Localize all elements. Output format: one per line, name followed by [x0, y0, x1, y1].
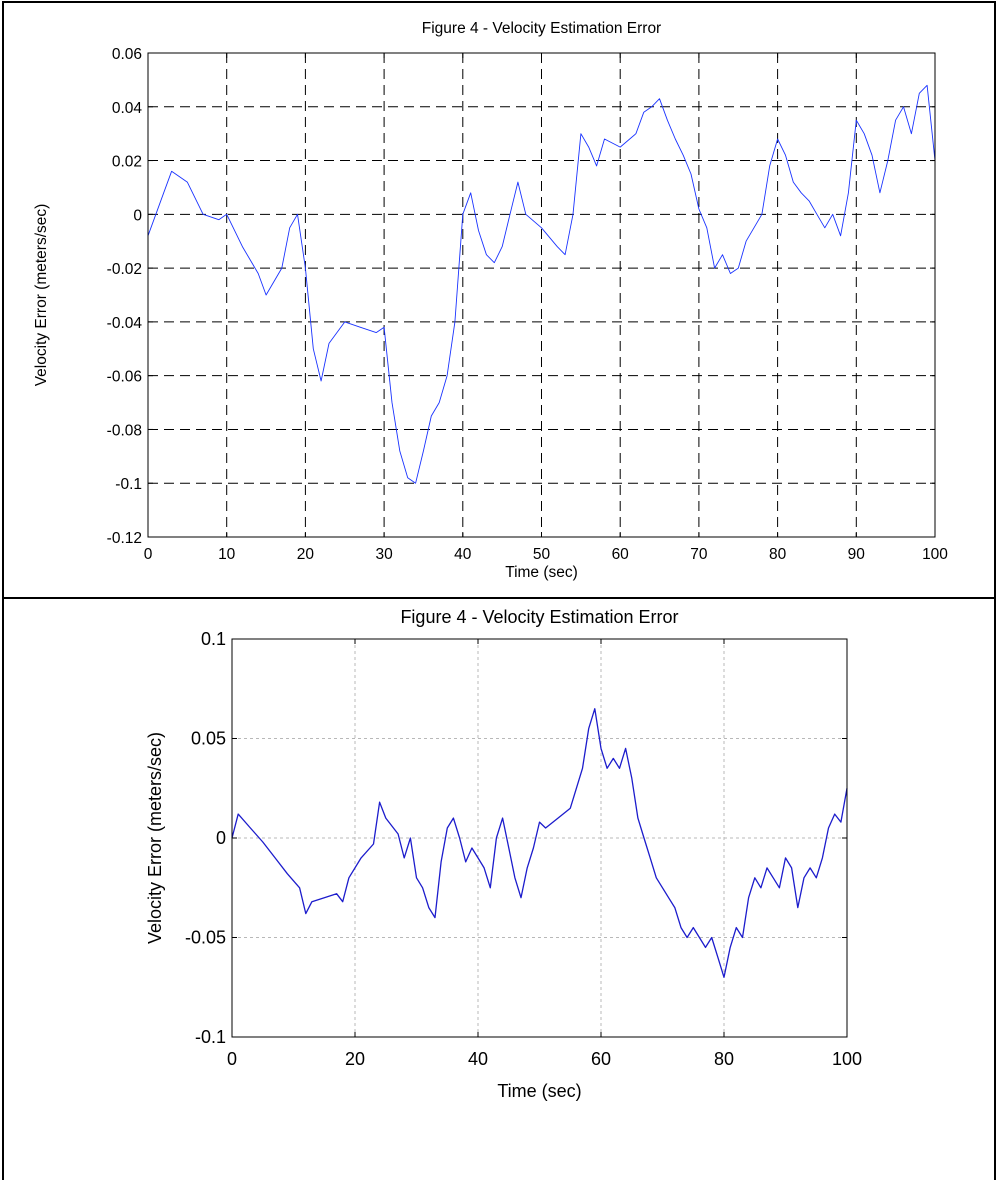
x-tick-label: 60	[612, 546, 630, 563]
x-axis-label: Time (sec)	[497, 1081, 581, 1101]
x-tick-label: 80	[769, 546, 787, 563]
velocity-error-chart-bottom: 0 20 40 60 80 100 0.1 0.05 0 -0.05 -0.1 Figure 4 - …	[145, 607, 862, 1101]
y-tick-label: 0.05	[191, 729, 226, 749]
y-tick-label: -0.1	[115, 476, 142, 493]
y-tick-label: 0.04	[112, 100, 143, 117]
x-tick-label: 40	[454, 546, 472, 563]
y-tick-label: -0.08	[107, 422, 142, 439]
x-tick-label: 60	[591, 1049, 611, 1069]
y-tick-label: -0.05	[185, 928, 226, 948]
y-tick-label: 0.06	[112, 46, 142, 63]
y-tick-label: 0.1	[201, 629, 226, 649]
y-axis-label: Velocity Error (meters/sec)	[145, 732, 165, 944]
velocity-error-series-line	[231, 708, 848, 978]
x-tick-label: 0	[144, 546, 153, 563]
y-tick-label: -0.02	[107, 261, 142, 278]
y-tick-label: 0.02	[112, 154, 142, 171]
x-tick-label: 90	[848, 546, 866, 563]
x-tick-label: 30	[375, 546, 393, 563]
y-tick-label: -0.1	[195, 1027, 226, 1047]
x-tick-label: 20	[297, 546, 315, 563]
chart-title: Figure 4 - Velocity Estimation Error	[400, 607, 678, 627]
x-axis-label: Time (sec)	[505, 564, 578, 581]
x-tick-label: 0	[227, 1049, 237, 1069]
figure-panel-top: 0 10 20 30 40 50 60 70 80 90 100 0.06 0.04 0.02 0 -0.02…	[2, 1, 996, 599]
x-tick-label: 50	[533, 546, 551, 563]
x-tick-label: 20	[345, 1049, 365, 1069]
x-tick-label: 70	[690, 546, 708, 563]
x-tick-label: 40	[468, 1049, 488, 1069]
velocity-error-chart-top: 0 10 20 30 40 50 60 70 80 90 100 0.06 0.04 0.02 0 -0.02…	[33, 20, 948, 581]
y-tick-label: 0	[216, 828, 226, 848]
x-tick-label: 100	[922, 546, 948, 563]
velocity-error-series-line	[147, 84, 936, 484]
x-tick-label: 80	[714, 1049, 734, 1069]
y-axis-label: Velocity Error (meters/sec)	[33, 204, 50, 387]
y-tick-label: -0.06	[107, 369, 142, 386]
figure-panel-bottom: 0 20 40 60 80 100 0.1 0.05 0 -0.05 -0.1 Figure 4 - …	[2, 597, 996, 1180]
y-tick-label: -0.04	[107, 315, 143, 332]
x-tick-label: 100	[832, 1049, 862, 1069]
x-tick-label: 10	[218, 546, 236, 563]
chart-title: Figure 4 - Velocity Estimation Error	[422, 20, 661, 37]
y-tick-label: -0.12	[107, 530, 142, 547]
y-tick-label: 0	[133, 207, 142, 224]
